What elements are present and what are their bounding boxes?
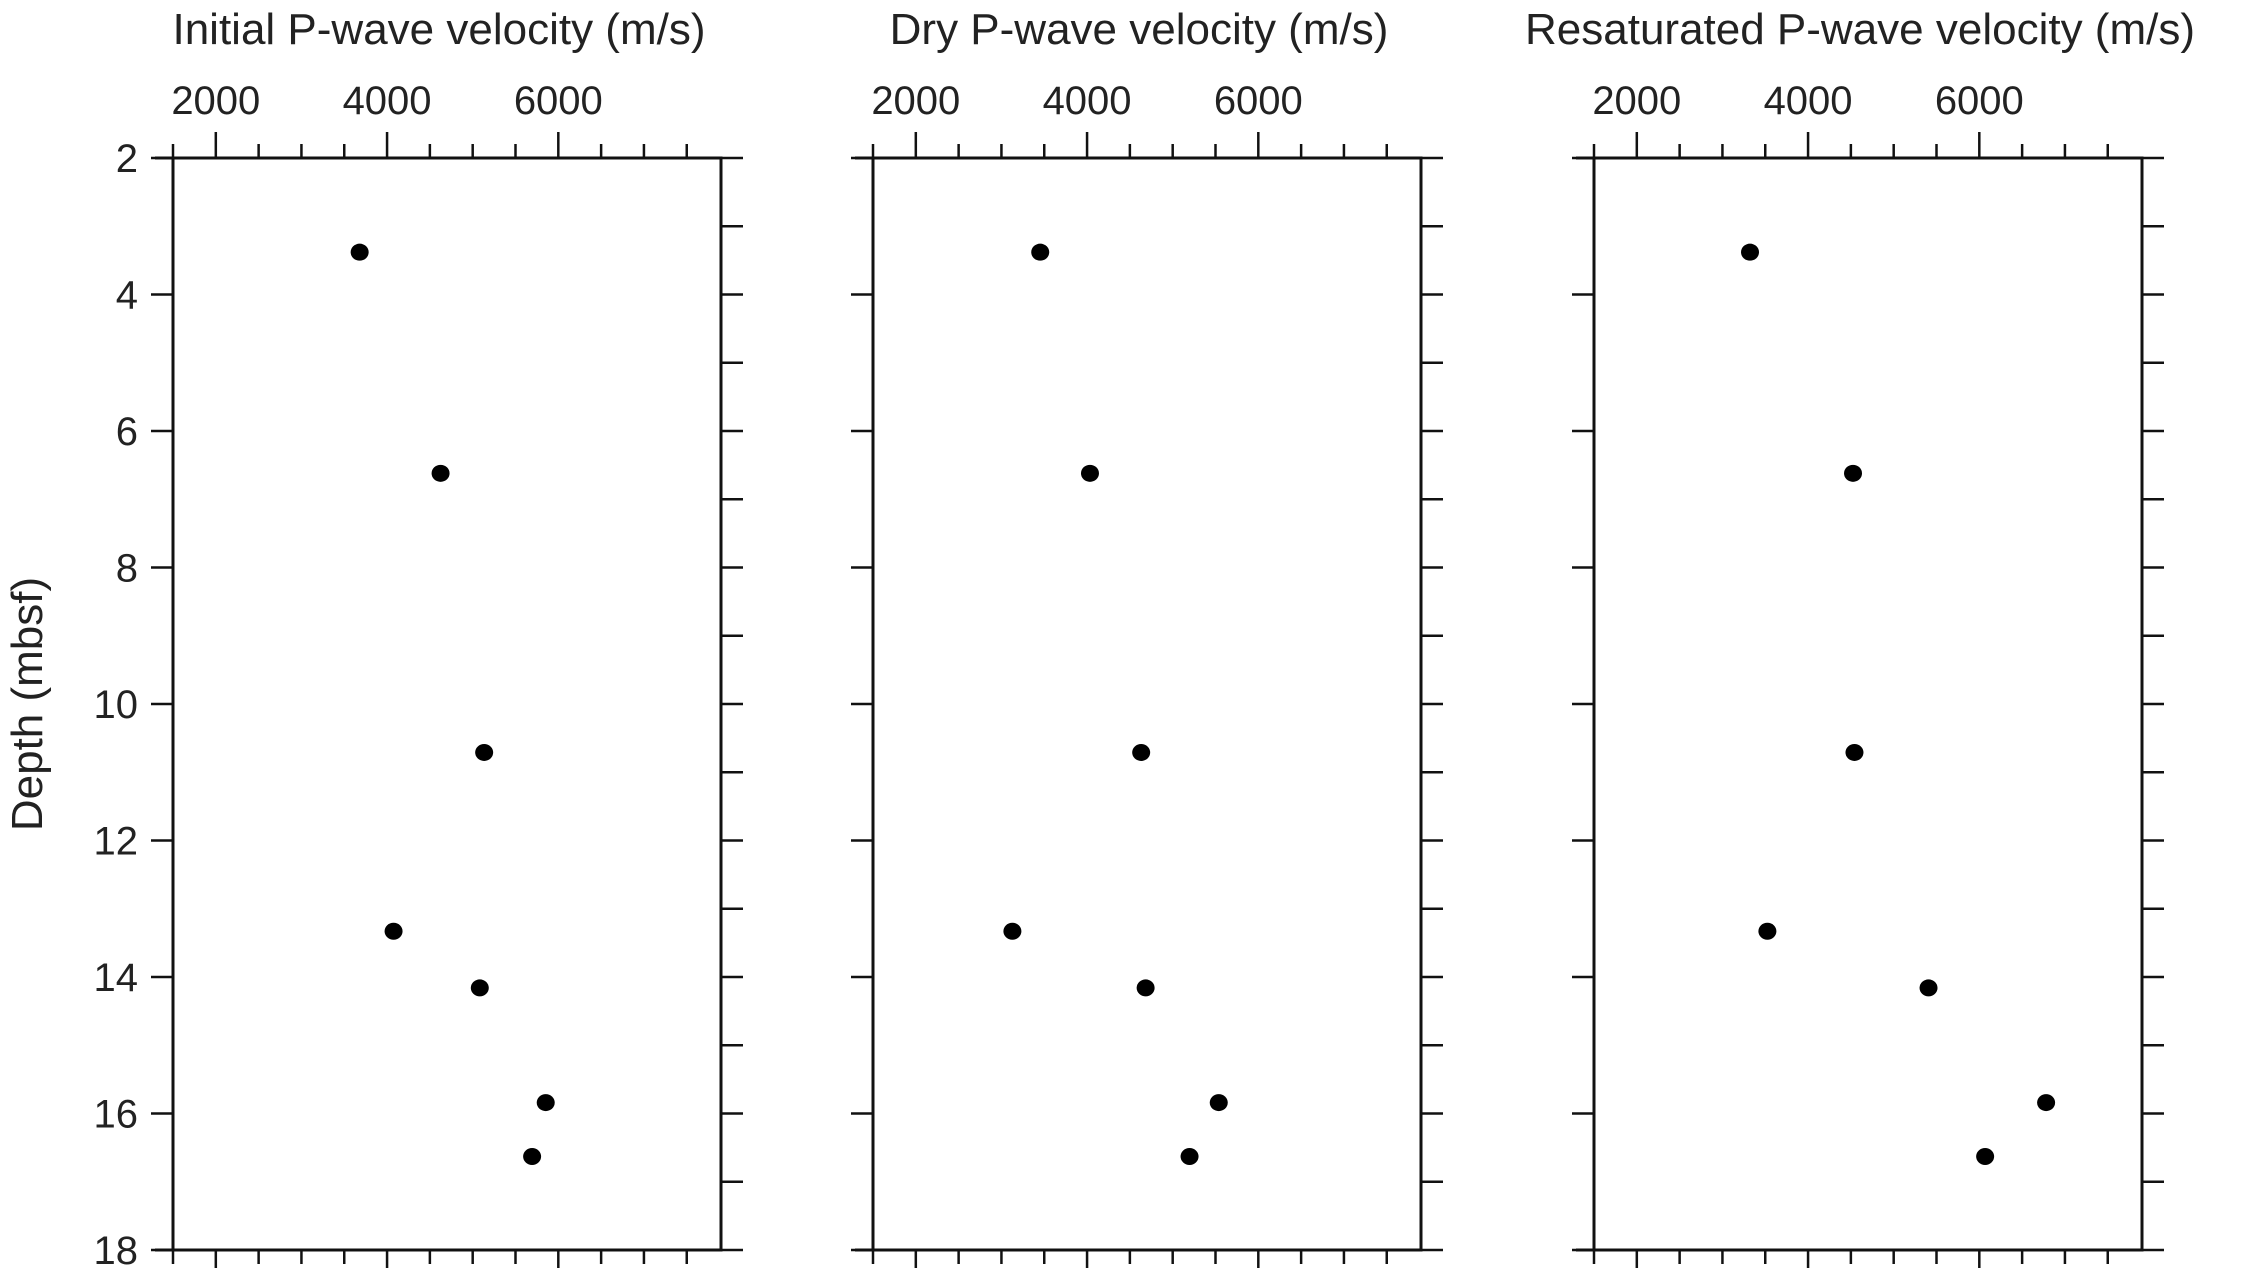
data-point: [1758, 922, 1777, 940]
x-tick-label: 2000: [871, 79, 960, 123]
data-point: [384, 922, 403, 940]
data-point: [1136, 979, 1155, 997]
panel-2: 2000 4000 6000 Dry P-wave velocity (m/s): [851, 5, 1443, 1268]
x-tick-label: 6000: [1214, 79, 1303, 123]
data-point: [536, 1094, 555, 1112]
plot-frame: [1592, 156, 2144, 1252]
data-point: [1132, 743, 1151, 761]
data-point: [1844, 464, 1863, 482]
data-point: [1003, 922, 1022, 940]
panel-title: Initial P-wave velocity (m/s): [172, 5, 705, 54]
data-point: [523, 1147, 542, 1165]
y-tick-label: 16: [94, 1093, 139, 1137]
panel-title: Dry P-wave velocity (m/s): [890, 5, 1389, 54]
data-point: [1845, 743, 1864, 761]
data-point: [1209, 1094, 1228, 1112]
x-tick-label: 6000: [1935, 79, 2024, 123]
data-point: [350, 243, 369, 261]
data-point: [1031, 243, 1050, 261]
data-point: [1976, 1147, 1995, 1165]
y-tick-label: 18: [94, 1229, 139, 1268]
y-tick-label: 14: [94, 956, 139, 1000]
data-point: [1180, 1147, 1199, 1165]
y-axis-label: Depth (mbsf): [3, 577, 52, 831]
y-tick-label: 8: [116, 547, 138, 591]
panel-1: 2000 4000 6000 Initial P-wave velocity (m/s…: [151, 5, 743, 1268]
x-tick-label: 6000: [514, 79, 603, 123]
data-point: [1741, 243, 1760, 261]
data-point: [1080, 464, 1099, 482]
x-tick-label: 2000: [171, 79, 260, 123]
y-tick-label: 10: [94, 683, 139, 727]
panel-3: 2000 4000 6000 Resaturated P-wave velocity …: [1525, 5, 2195, 1268]
data-point: [431, 464, 450, 482]
y-tick-label: 6: [116, 410, 138, 454]
y-tick-label: 12: [94, 820, 139, 864]
y-tick-label: 2: [116, 137, 138, 181]
data-point: [475, 743, 494, 761]
data-point: [2037, 1094, 2056, 1112]
x-tick-label: 4000: [1043, 79, 1132, 123]
data-point: [1919, 979, 1938, 997]
x-tick-label: 4000: [343, 79, 432, 123]
data-point: [470, 979, 489, 997]
plot-frame: [871, 156, 1423, 1252]
x-tick-label: 2000: [1592, 79, 1681, 123]
plot-frame: [171, 156, 723, 1252]
panel-title: Resaturated P-wave velocity (m/s): [1525, 5, 2195, 54]
y-tick-label: 4: [116, 274, 138, 318]
x-tick-label: 4000: [1764, 79, 1853, 123]
